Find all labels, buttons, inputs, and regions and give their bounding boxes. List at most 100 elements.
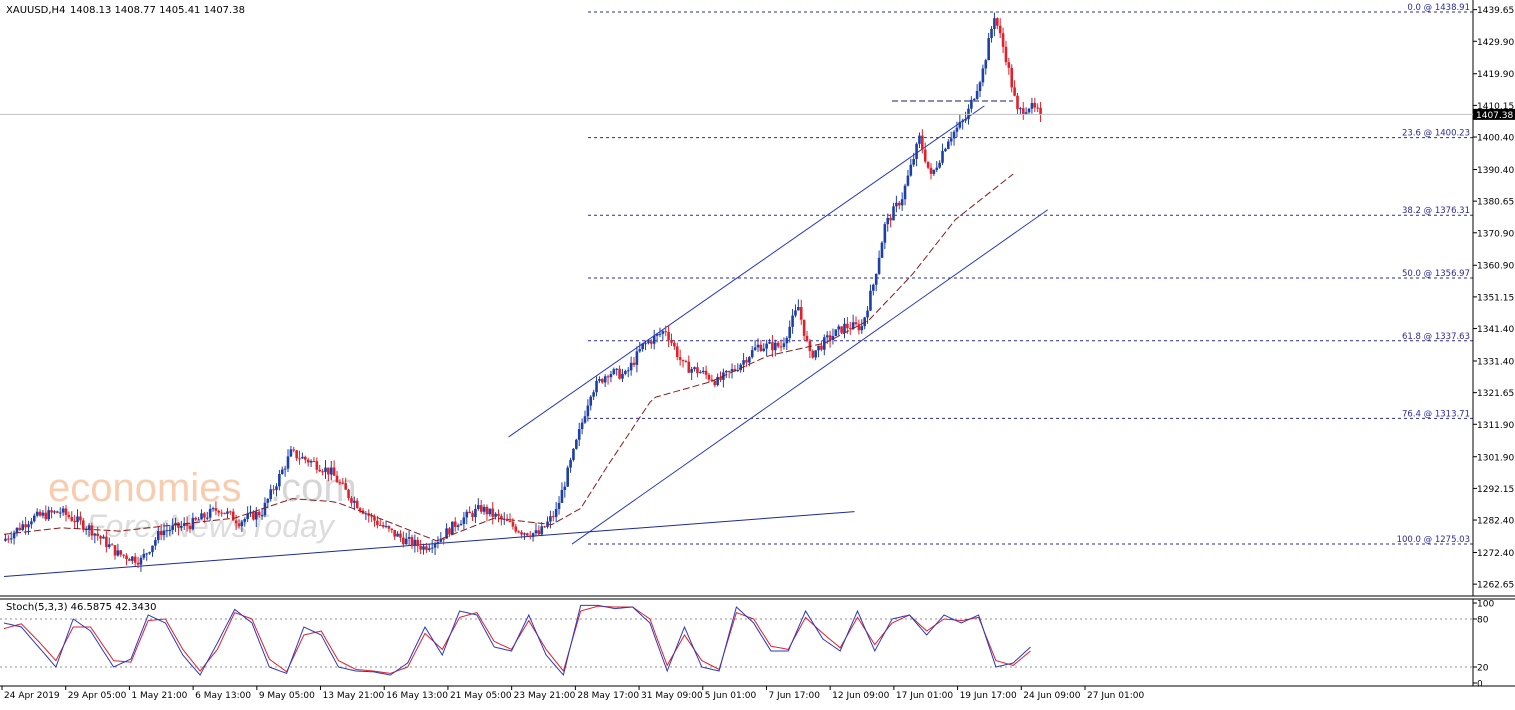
candle-body (240, 521, 244, 527)
candle-body (929, 167, 933, 174)
trend-line-upper (508, 105, 985, 438)
candle-body (402, 537, 405, 545)
candle-body (624, 370, 627, 374)
time-tick-label: 21 May 05:00 (450, 691, 512, 701)
candle-body (730, 369, 734, 372)
candle-body (615, 368, 619, 370)
candle-body (283, 468, 287, 470)
candle-body (384, 526, 388, 528)
candle-body (407, 537, 411, 539)
candle-body (952, 131, 956, 139)
candle-body (451, 521, 454, 535)
candle-body (211, 508, 215, 510)
candle-body (756, 344, 760, 348)
candle-body (854, 322, 858, 325)
time-tick-label: 6 May 13:00 (195, 691, 251, 701)
candle-body (750, 350, 754, 358)
price-tick-label: 1321.65 (1477, 389, 1514, 399)
candle-body (877, 257, 881, 274)
candle-body (335, 475, 339, 483)
candle-body (892, 206, 895, 221)
candle-body (993, 18, 996, 29)
candle-body (606, 376, 610, 378)
candle-body (229, 511, 232, 513)
candle-body (309, 460, 313, 463)
candle-body (834, 329, 838, 337)
candle-body (526, 533, 529, 536)
candle-body (370, 515, 373, 517)
candle-body (768, 342, 771, 344)
candle-body (978, 82, 982, 92)
candle-body (474, 508, 477, 518)
candle-body (30, 521, 33, 525)
symbol-label: XAUUSD,H4 (6, 5, 65, 16)
candle-body (252, 511, 255, 520)
candle-body (125, 555, 128, 560)
candle-body (589, 396, 593, 406)
candle-body (156, 531, 160, 541)
candle-body (9, 538, 13, 540)
candle-body (1016, 95, 1019, 110)
trend-line-base (3, 511, 855, 578)
candle-body (678, 357, 682, 360)
candle-body (531, 533, 535, 537)
candle-body (107, 544, 111, 548)
candle-body (779, 346, 783, 348)
candle-body (520, 532, 523, 535)
candle-body (866, 310, 869, 318)
stoch-tick-label: 80 (1477, 616, 1489, 626)
candle-body (621, 373, 624, 379)
candle-body (329, 467, 333, 475)
stoch-axis: 100 80 20 0 (1473, 600, 1494, 690)
fib-level-label: 0.0 @ 1438.91 (1407, 3, 1470, 13)
candle-body (249, 511, 252, 514)
candle-body (422, 546, 425, 550)
candle-body (347, 489, 350, 499)
candle-body (831, 336, 835, 340)
time-tick-label: 24 Jun 09:00 (1023, 691, 1080, 701)
candle-body (704, 370, 708, 375)
candle-body (880, 242, 884, 258)
candle-body (442, 538, 446, 540)
time-tick-label: 19 Jun 17:00 (960, 691, 1017, 701)
candle-body (799, 307, 803, 320)
candle-body (753, 347, 757, 351)
candle-body (575, 439, 578, 449)
candle-body (675, 346, 679, 358)
time-tick-label: 24 Apr 2019 (4, 691, 60, 701)
candle-body (955, 127, 959, 132)
candle-body (203, 513, 206, 518)
candle-body (771, 342, 774, 351)
candle-body (67, 514, 71, 517)
candle-body (603, 376, 607, 383)
candle-body (1007, 62, 1011, 68)
candle-body (214, 508, 218, 511)
candle-body (710, 379, 714, 382)
candle-body (580, 422, 584, 430)
candle-body (577, 429, 581, 440)
candle-body (528, 535, 532, 537)
candle-body (131, 556, 134, 561)
candle-body (61, 508, 65, 513)
candle-body (546, 521, 549, 527)
candle-body (387, 526, 391, 529)
candle-body (162, 530, 166, 536)
candle-body (217, 510, 221, 513)
candle-body (860, 326, 864, 331)
candle-body (301, 456, 304, 459)
candle-body (445, 528, 448, 539)
candle-body (511, 521, 515, 527)
candle-body (972, 98, 976, 100)
candle-body (895, 202, 898, 207)
fib-level-label: 23.6 @ 1400.23 (1402, 129, 1470, 139)
fib-level-label: 61.8 @ 1337.63 (1402, 332, 1470, 342)
candle-body (670, 339, 673, 343)
candle-body (912, 159, 915, 165)
candle-body (658, 333, 662, 335)
candle-body (872, 284, 875, 291)
candle-body (554, 508, 558, 517)
candle-body (970, 99, 973, 109)
candle-body (883, 224, 887, 243)
candle-body (315, 461, 319, 470)
